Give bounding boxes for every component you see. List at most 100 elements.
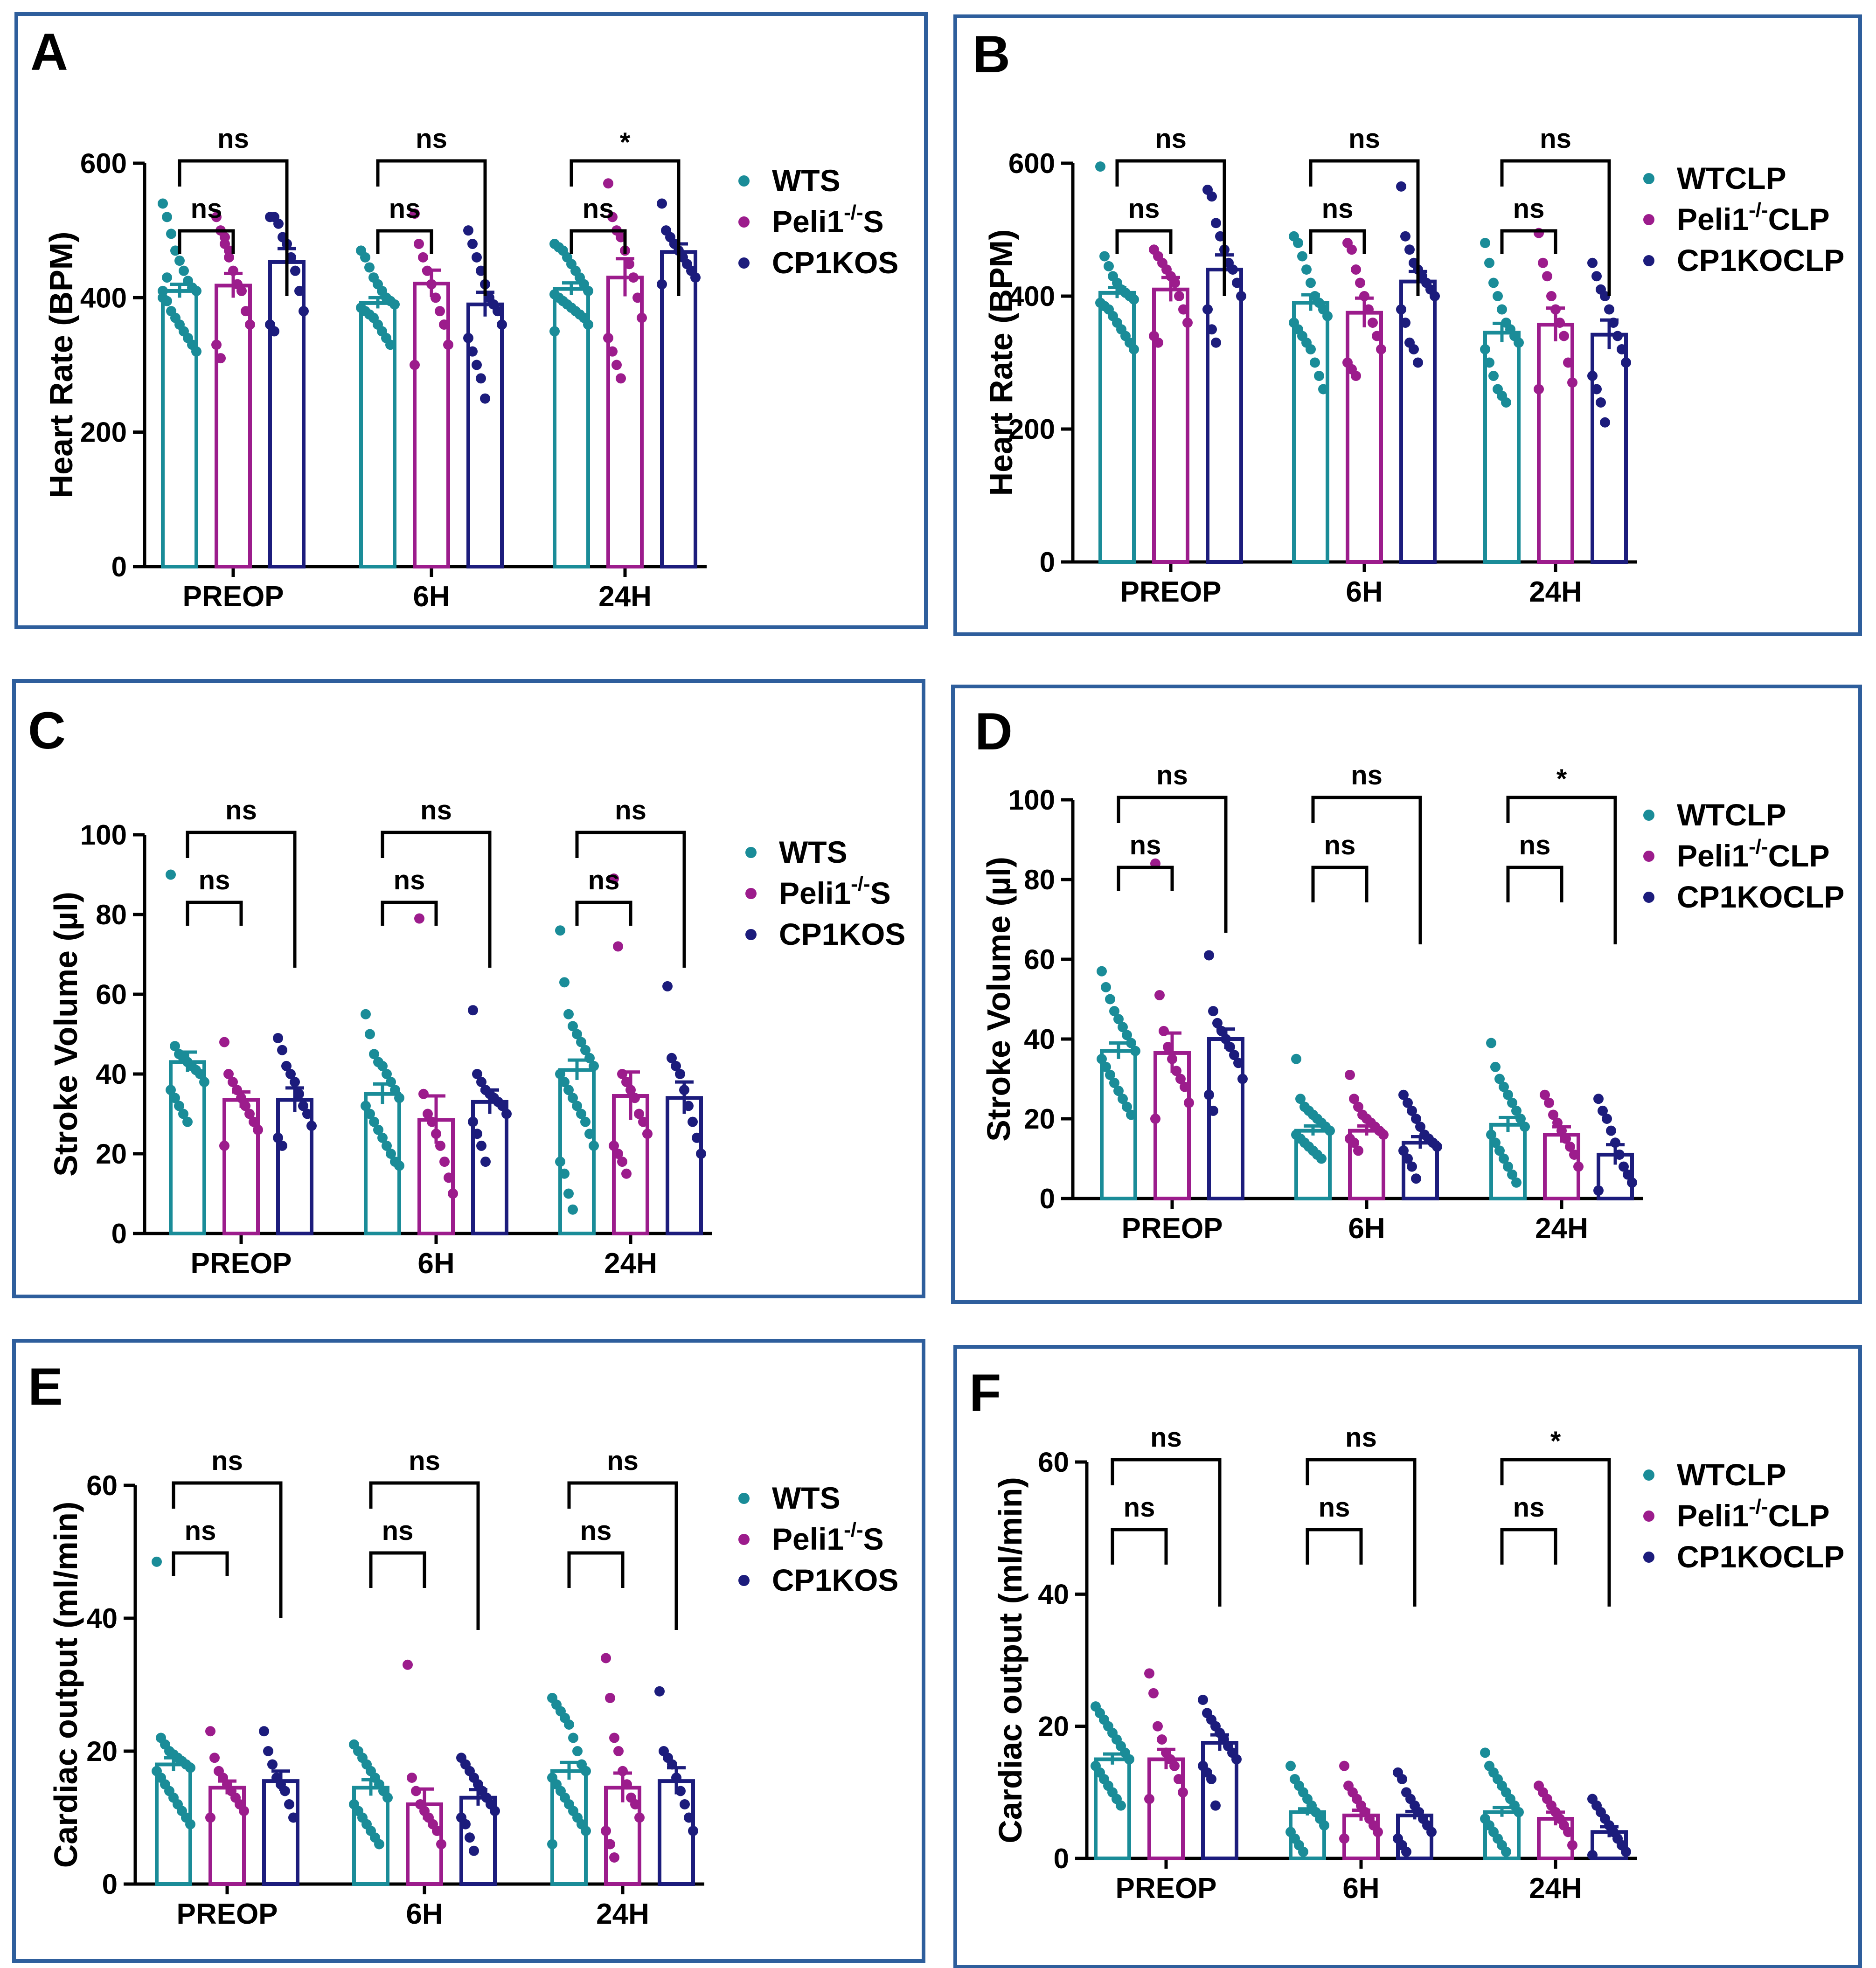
data-point (1314, 371, 1324, 381)
legend-label-wt: WTCLP (1677, 161, 1786, 195)
data-point (476, 373, 486, 384)
data-point (191, 285, 201, 296)
legend-peli-superscript: -/- (851, 873, 870, 895)
bar (466, 302, 504, 568)
data-point (431, 292, 441, 303)
data-point (632, 292, 643, 303)
data-point (1169, 1760, 1180, 1771)
y-tick-label: 60 (1038, 1447, 1069, 1478)
data-point (1411, 1173, 1421, 1184)
data-point (1351, 371, 1361, 381)
x-tick-label: 24H (598, 581, 652, 613)
data-point (1534, 384, 1544, 395)
data-point (1621, 1846, 1631, 1857)
data-point (1604, 304, 1614, 315)
significance-label: ns (1128, 194, 1160, 224)
data-point (1153, 1721, 1163, 1732)
data-point (1614, 1149, 1625, 1160)
data-point (382, 1792, 393, 1803)
bar (606, 276, 644, 568)
data-point (493, 306, 503, 317)
data-point (472, 1129, 482, 1139)
data-point (1556, 1125, 1567, 1136)
data-point (1413, 357, 1423, 368)
data-point (1355, 277, 1365, 288)
data-point (263, 1746, 273, 1756)
x-tick-label: PREOP (182, 581, 284, 613)
data-point (490, 1806, 500, 1816)
data-point (1207, 191, 1217, 202)
data-point (1494, 1074, 1505, 1084)
significance-bracket (1500, 1528, 1557, 1565)
data-point (583, 285, 593, 296)
data-point (1154, 990, 1165, 1000)
x-tick-label: 6H (417, 1247, 454, 1280)
data-point (236, 285, 247, 296)
data-point (1229, 1050, 1239, 1060)
data-point (572, 1101, 582, 1111)
legend-peli-suffix: CLP (1768, 202, 1830, 236)
data-point (199, 1077, 209, 1088)
data-point (1144, 1794, 1154, 1804)
data-point (1095, 161, 1105, 172)
data-point (1486, 1130, 1496, 1140)
significance-label: ns (416, 124, 447, 154)
data-point (244, 1109, 255, 1119)
data-point (555, 1157, 565, 1167)
data-point (298, 1101, 308, 1111)
data-point (1204, 950, 1214, 961)
data-point (1118, 1022, 1128, 1033)
significance-label: ns (389, 194, 421, 224)
data-point (306, 1121, 317, 1131)
data-point (1208, 1105, 1218, 1116)
significance-label: ns (191, 194, 222, 224)
significance-label: ns (1540, 124, 1571, 154)
data-point (277, 1140, 287, 1151)
panel-letter: F (969, 1364, 1001, 1422)
bar (276, 1098, 313, 1235)
data-point (1118, 1094, 1128, 1104)
data-point (1587, 257, 1598, 268)
data-point (1372, 331, 1382, 341)
bar (1591, 333, 1628, 564)
data-point (1159, 1026, 1169, 1036)
data-point (1426, 1827, 1437, 1837)
data-point (209, 1753, 220, 1763)
legend-label-cp1: CP1KOS (772, 245, 898, 280)
data-point (236, 1093, 246, 1103)
data-point (1617, 344, 1627, 354)
data-point (205, 1812, 215, 1823)
data-point (1493, 291, 1503, 301)
legend-peli-base: Peli1 (779, 876, 851, 910)
legend-peli-base: Peli1 (772, 204, 844, 239)
data-point (1373, 1827, 1383, 1837)
significance-label: ns (580, 1516, 612, 1546)
legend-label-peli: Peli1-/-CLP (1677, 1495, 1830, 1533)
data-point (613, 1149, 623, 1159)
legend-peli-superscript: -/- (1749, 835, 1768, 858)
x-tick-label: 6H (1348, 1213, 1385, 1245)
data-point (1298, 1846, 1308, 1857)
significance-label: ns (1156, 760, 1188, 790)
y-tick-label: 400 (1008, 281, 1055, 312)
data-point (1170, 277, 1180, 288)
data-point (1339, 1833, 1349, 1844)
data-point (1225, 1042, 1235, 1053)
data-point (360, 252, 370, 263)
x-tick-label: 24H (1529, 1872, 1582, 1905)
data-point (630, 1093, 640, 1103)
significance-bracket (369, 1481, 480, 1630)
data-point (1122, 1102, 1132, 1112)
panel-border (953, 14, 1862, 636)
significance-label: ns (1519, 830, 1551, 860)
y-tick-label: 40 (86, 1603, 118, 1634)
data-point (158, 285, 168, 296)
data-point (1378, 1130, 1389, 1140)
y-axis-label: Cardiac output (ml/min) (48, 1502, 84, 1868)
x-tick-label: PREOP (1120, 576, 1221, 608)
legend-peli-suffix: S (863, 204, 884, 239)
legend-peli-suffix: S (870, 876, 891, 910)
data-point (435, 306, 445, 317)
data-point (667, 1053, 677, 1063)
